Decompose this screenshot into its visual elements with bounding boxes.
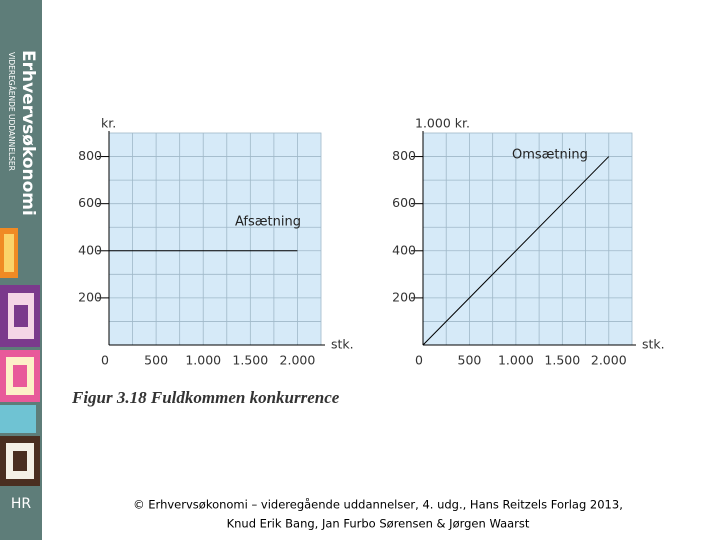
x-tick-label: 1.500 xyxy=(232,353,268,368)
x-tick-label: 0 xyxy=(101,353,109,368)
y-tick-label: 600 xyxy=(392,195,416,210)
x-tick-label: 500 xyxy=(458,353,482,368)
sidebar-pattern xyxy=(0,228,40,486)
y-axis-label: 1.000 kr. xyxy=(415,116,470,131)
x-tick-label: 1.500 xyxy=(544,353,580,368)
y-tick-label: 200 xyxy=(392,289,416,304)
y-tick-label: 400 xyxy=(78,242,102,257)
y-tick-label: 200 xyxy=(78,289,102,304)
footer-line: Knud Erik Bang, Jan Furbo Sørensen & Jør… xyxy=(227,517,530,531)
x-tick-label: 0 xyxy=(415,353,423,368)
x-tick-label: 2.000 xyxy=(591,353,627,368)
y-tick-label: 800 xyxy=(392,148,416,163)
x-axis-label: stk. xyxy=(642,337,665,352)
y-tick-label: 800 xyxy=(78,148,102,163)
line xyxy=(422,156,610,346)
plot-area xyxy=(108,132,322,346)
series-label: Afsætning xyxy=(235,215,301,230)
brand: Erhvervsøkonomi xyxy=(18,50,38,216)
figure-caption: Figur 3.18 Fuldkommen konkurrence xyxy=(71,388,340,407)
x-tick-label: 2.000 xyxy=(280,353,316,368)
series-label: Omsætning xyxy=(512,148,588,163)
y-tick-label: 400 xyxy=(392,242,416,257)
x-tick-label: 1.000 xyxy=(498,353,534,368)
y-axis-label: kr. xyxy=(101,116,116,131)
x-tick-label: 500 xyxy=(144,353,168,368)
x-axis-label: stk. xyxy=(331,337,354,352)
logo: HR xyxy=(11,496,32,512)
footer-line: © Erhvervsøkonomi – videregående uddanne… xyxy=(133,498,623,512)
brand-subtitle: VIDEREGÅENDE UDDANNELSER xyxy=(7,52,16,171)
x-tick-label: 1.000 xyxy=(185,353,221,368)
y-tick-label: 600 xyxy=(78,195,102,210)
